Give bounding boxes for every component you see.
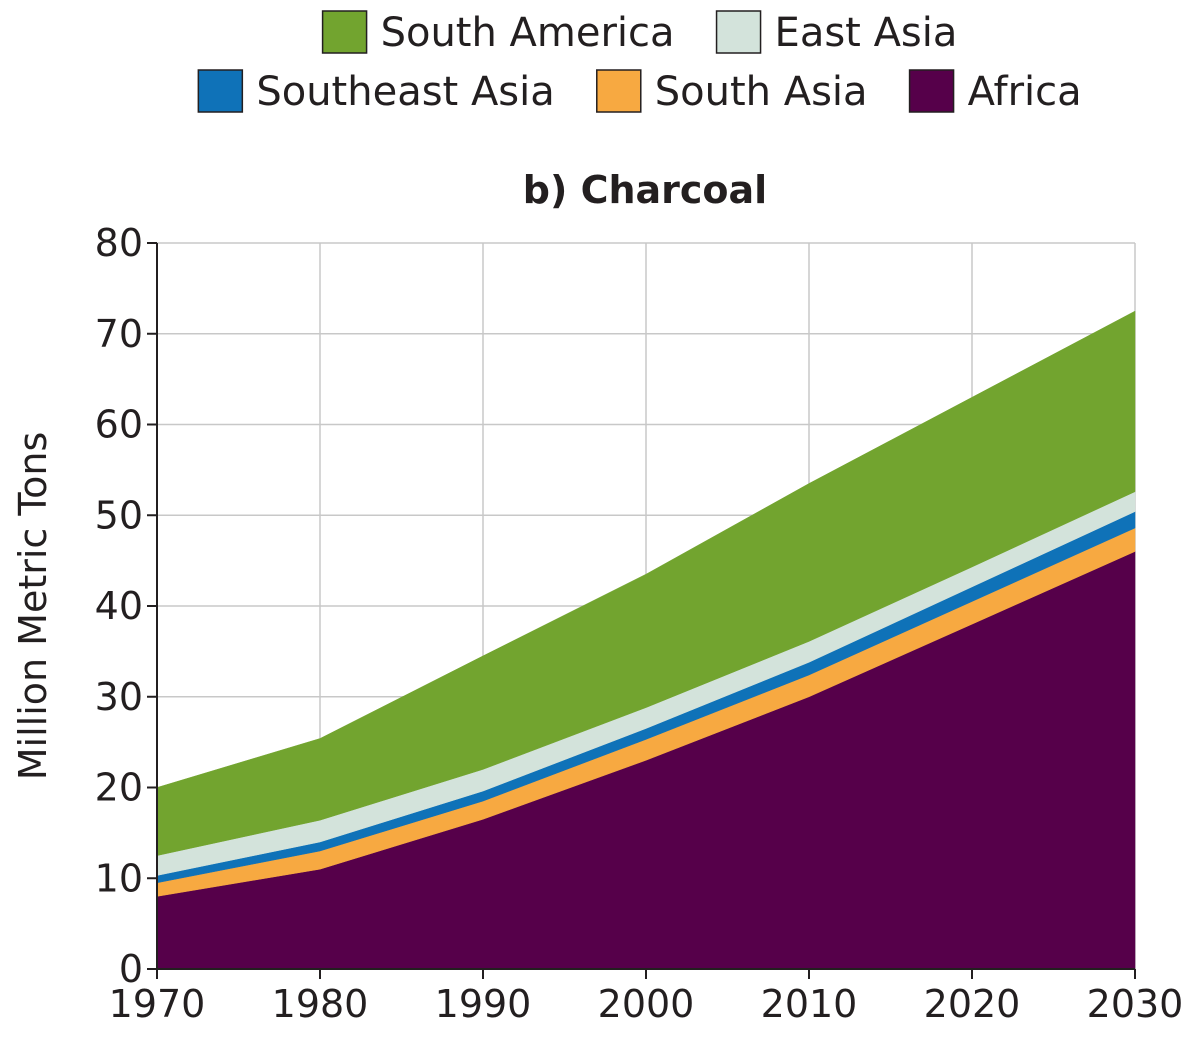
x-tick-label: 1980 bbox=[272, 982, 369, 1026]
area-south-america bbox=[156, 310, 1136, 856]
legend-label-southeast-asia: Southeast Asia bbox=[256, 69, 554, 115]
y-tick-label: 30 bbox=[95, 675, 143, 719]
legend-swatch-africa bbox=[908, 69, 955, 113]
x-tick-label: 2020 bbox=[924, 982, 1021, 1026]
legend-label-south-asia: South Asia bbox=[655, 69, 868, 115]
x-tick-label: 2000 bbox=[598, 982, 695, 1026]
y-tick-label: 40 bbox=[95, 584, 143, 628]
legend-label-south-america: South America bbox=[381, 10, 675, 56]
legend: South America East Asia Southeast Asia Sout… bbox=[197, 10, 1082, 115]
y-tick-label: 0 bbox=[119, 947, 143, 991]
legend-swatch-south-asia bbox=[596, 69, 642, 113]
y-axis-title: Million Metric Tons bbox=[11, 432, 55, 781]
legend-swatch-east-asia bbox=[715, 10, 762, 54]
legend-swatch-south-america bbox=[321, 10, 368, 54]
x-tick-label: 2030 bbox=[1087, 982, 1184, 1026]
legend-swatch-southeast-asia bbox=[197, 69, 244, 113]
y-tick-label: 70 bbox=[95, 312, 143, 356]
y-tick-label: 50 bbox=[95, 493, 143, 537]
y-tick-label: 20 bbox=[95, 766, 143, 810]
legend-label-africa: Africa bbox=[968, 69, 1082, 115]
x-tick-label: 1990 bbox=[435, 982, 532, 1026]
y-tick-label: 10 bbox=[95, 856, 143, 900]
y-tick-label: 60 bbox=[95, 403, 143, 447]
x-tick-label: 2010 bbox=[761, 982, 858, 1026]
chart-title: b) Charcoal bbox=[523, 168, 767, 212]
y-tick-label: 80 bbox=[95, 221, 143, 265]
legend-label-east-asia: East Asia bbox=[775, 10, 958, 56]
x-tick-label: 1970 bbox=[109, 982, 206, 1026]
